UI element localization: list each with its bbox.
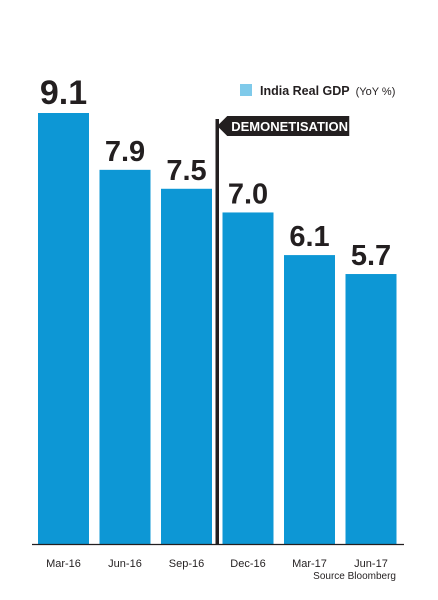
demonetisation-tag	[217, 116, 350, 136]
demonetisation-marker: DEMONETISATION	[215, 116, 350, 544]
x-tick-mar-16: Mar-16	[46, 558, 81, 570]
bar-mar-16	[38, 113, 89, 544]
bar-jun-16	[99, 169, 151, 545]
value-label-mar-16: 9.1	[40, 74, 87, 112]
demonetisation-label: DEMONETISATION	[231, 119, 348, 134]
legend-label-row: India Real GDP (YoY %)	[260, 84, 395, 98]
x-tick-jun-17: Jun-17	[354, 558, 388, 570]
x-tick-jun-16: Jun-16	[108, 558, 142, 570]
bar-jun-17	[345, 274, 397, 544]
legend-label: India Real GDP	[260, 84, 350, 98]
x-tick-dec-16: Dec-16	[230, 558, 265, 570]
value-labels-group: 9.1 7.9 7.5 7.0 6.1 5.7	[40, 74, 391, 272]
value-label-jun-17: 5.7	[351, 240, 391, 272]
value-label-sep-16: 7.5	[166, 155, 206, 187]
value-label-dec-16: 7.0	[228, 178, 268, 210]
x-tick-mar-17: Mar-17	[292, 558, 327, 570]
bar-dec-16	[222, 212, 274, 544]
value-label-mar-17: 6.1	[289, 221, 329, 253]
legend-swatch	[240, 84, 252, 96]
bar-sep-16	[161, 188, 212, 544]
bar-mar-17	[284, 255, 335, 545]
legend: India Real GDP (YoY %)	[240, 84, 395, 98]
x-tick-sep-16: Sep-16	[169, 558, 204, 570]
legend-unit: (YoY %)	[356, 86, 396, 98]
source-note: Source Bloomberg	[313, 571, 396, 582]
x-tick-labels-group: Mar-16 Jun-16 Sep-16 Dec-16 Mar-17 Jun-17	[46, 558, 388, 570]
value-label-jun-16: 7.9	[105, 136, 145, 168]
bars-group	[38, 113, 397, 545]
